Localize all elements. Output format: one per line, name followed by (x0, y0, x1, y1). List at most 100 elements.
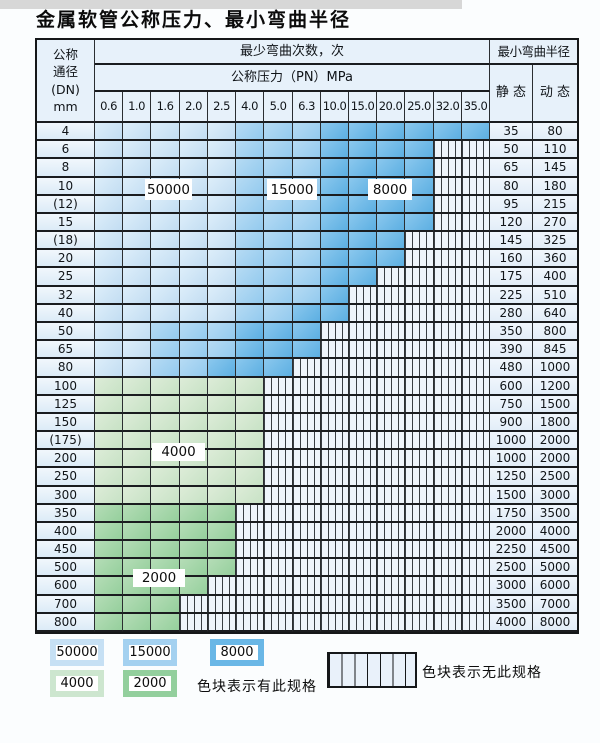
spec-cell (236, 250, 264, 268)
no-spec-cell (434, 523, 462, 541)
spec-cell (180, 123, 208, 141)
no-spec-cell (321, 487, 349, 505)
spec-cell (123, 359, 151, 378)
spec-cell (434, 123, 462, 141)
spec-cell (321, 268, 349, 287)
spec-cell (349, 141, 377, 159)
no-spec-cell (264, 468, 293, 487)
no-spec-cell (462, 359, 490, 378)
no-spec-cell (405, 359, 434, 378)
dynamic-radius-value: 4000 (533, 523, 577, 541)
no-spec-cell (405, 305, 434, 323)
spec-cell (349, 123, 377, 141)
spec-cell (321, 305, 349, 323)
spec-cell (208, 505, 236, 523)
spec-cell (208, 123, 236, 141)
spec-cell (208, 178, 236, 196)
spec-cell (180, 359, 208, 378)
spec-cell (405, 123, 434, 141)
spec-cell (208, 468, 236, 487)
spec-cell (95, 214, 123, 232)
spec-cell (377, 196, 405, 214)
no-spec-cell (434, 487, 462, 505)
spec-cell (293, 341, 321, 359)
dn-row-label: 15 (37, 214, 95, 232)
static-radius-value: 900 (490, 414, 533, 432)
spec-cell (151, 487, 180, 505)
no-spec-cell (405, 232, 434, 250)
dn-row-label: 400 (37, 523, 95, 541)
static-radius-value: 3500 (490, 596, 533, 614)
spec-cell (236, 341, 264, 359)
spec-cell (123, 323, 151, 341)
no-spec-cell (405, 505, 434, 523)
spec-cell (123, 232, 151, 250)
scan-edge-artifact (0, 0, 462, 9)
no-spec-cell (434, 577, 462, 596)
no-spec-cell (293, 559, 321, 577)
spec-cell (95, 541, 123, 559)
static-radius-value: 175 (490, 268, 533, 287)
spec-cell (95, 487, 123, 505)
spec-cell (180, 196, 208, 214)
spec-cell (321, 178, 349, 196)
no-spec-cell (264, 523, 293, 541)
dn-row-label: 200 (37, 450, 95, 468)
no-spec-cell (236, 523, 264, 541)
spec-cell (123, 614, 151, 632)
spec-cell (208, 487, 236, 505)
spec-cell (180, 341, 208, 359)
no-spec-cell (293, 378, 321, 396)
no-spec-cell (349, 414, 377, 432)
dn-row-label: 700 (37, 596, 95, 614)
dn-row-label: 4 (37, 123, 95, 141)
spec-cell (405, 178, 434, 196)
spec-table: 公称 通径 (DN) mm 最少弯曲次数，次 公称压力（PN）MPa 最小弯曲半… (35, 38, 579, 634)
spec-cell (95, 268, 123, 287)
bend-cycles-header: 最少弯曲次数，次 (95, 40, 490, 65)
no-spec-cell (434, 323, 462, 341)
spec-cell (95, 159, 123, 178)
no-spec-cell (462, 268, 490, 287)
dynamic-radius-value: 3000 (533, 487, 577, 505)
dn-row-label: 8 (37, 159, 95, 178)
spec-cell (264, 359, 293, 378)
spec-cell (151, 414, 180, 432)
spec-cell (264, 341, 293, 359)
no-spec-cell (321, 468, 349, 487)
legend-no-spec-text: 色块表示无此规格 (422, 665, 542, 681)
spec-cell (180, 287, 208, 305)
spec-cell (208, 268, 236, 287)
legend-swatch-4000: 4000 (50, 670, 104, 697)
no-spec-cell (264, 559, 293, 577)
dn-row-label: 50 (37, 323, 95, 341)
no-spec-cell (349, 450, 377, 468)
pressure-tick: 0.6 (95, 92, 123, 123)
no-spec-cell (349, 468, 377, 487)
no-spec-cell (405, 559, 434, 577)
zone-label-2000: 2000 (133, 569, 185, 587)
spec-cell (151, 141, 180, 159)
no-spec-cell (236, 596, 264, 614)
no-spec-cell (377, 396, 405, 414)
static-radius-value: 750 (490, 396, 533, 414)
spec-cell (462, 123, 490, 141)
no-spec-cell (462, 541, 490, 559)
static-radius-value: 350 (490, 323, 533, 341)
no-spec-cell (208, 577, 236, 596)
no-spec-cell (321, 541, 349, 559)
no-spec-cell (293, 432, 321, 450)
spec-cell (95, 250, 123, 268)
dn-header-line: mm (53, 98, 78, 114)
no-spec-cell (462, 323, 490, 341)
no-spec-cell (321, 596, 349, 614)
spec-cell (264, 305, 293, 323)
spec-cell (180, 559, 208, 577)
spec-cell (208, 250, 236, 268)
dn-row-label: 600 (37, 577, 95, 596)
no-spec-cell (462, 432, 490, 450)
no-spec-cell (405, 468, 434, 487)
dynamic-radius-value: 5000 (533, 559, 577, 577)
spec-cell (377, 141, 405, 159)
pressure-tick: 1.0 (123, 92, 151, 123)
